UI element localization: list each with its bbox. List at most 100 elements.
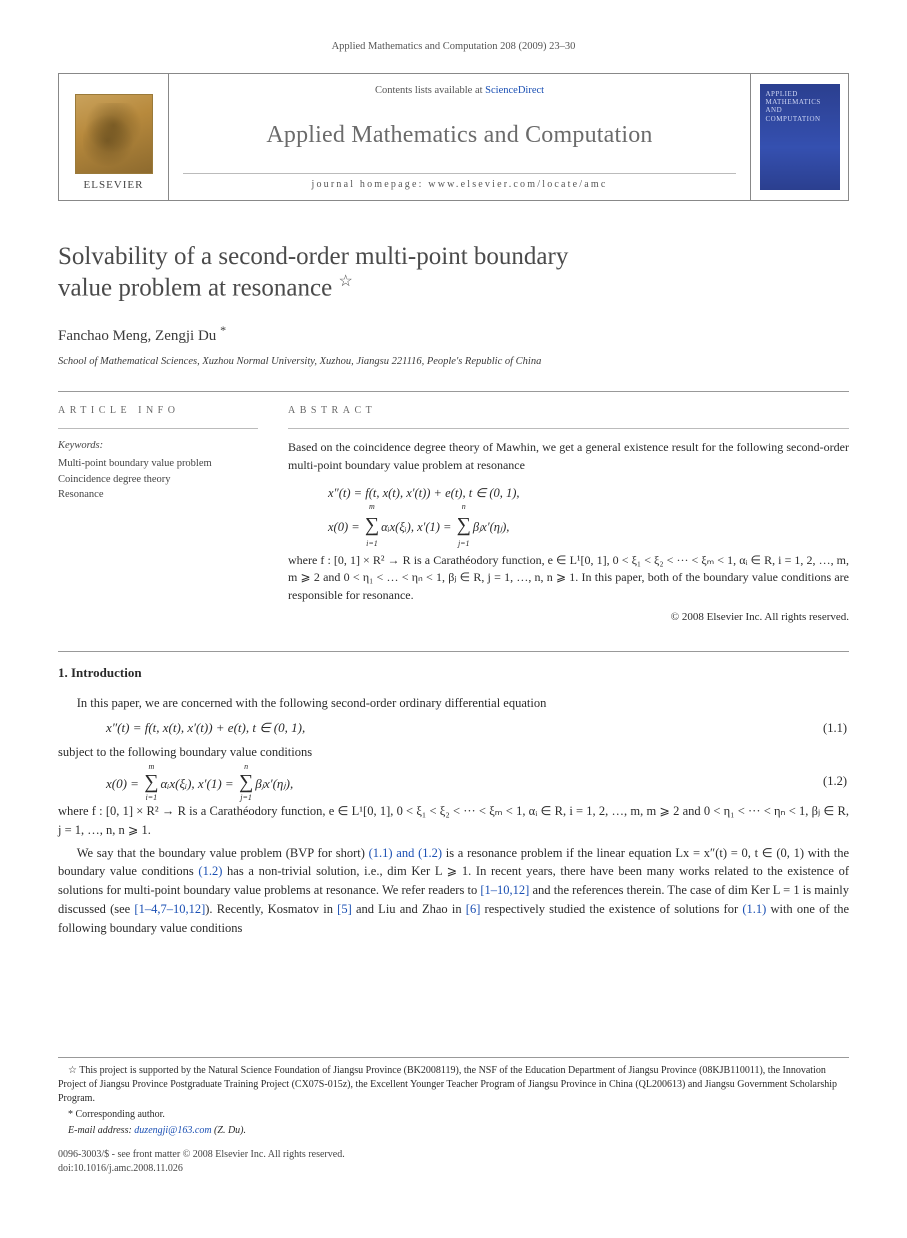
cover-line4: COMPUTATION [766,115,834,123]
ref-link-citation[interactable]: [1–4,7–10,12] [134,902,205,916]
keyword-item: Coincidence degree theory [58,472,258,488]
sigma-icon: n∑j=1 [239,768,253,796]
sum-bot: j=1 [240,792,252,803]
keyword-item: Resonance [58,487,258,503]
elsevier-tree-icon [75,94,153,174]
section-number: 1. [58,665,68,680]
ref-link-citation[interactable]: [5] [337,902,352,916]
ref-link-eq[interactable]: (1.1) and (1.2) [369,846,442,860]
eq-part: x(0) = [106,776,142,791]
keyword-item: Multi-point boundary value problem [58,456,258,472]
contents-line: Contents lists available at ScienceDirec… [183,84,736,99]
affiliation: School of Mathematical Sciences, Xuzhou … [58,355,849,370]
abstract-copyright: © 2008 Elsevier Inc. All rights reserved… [288,610,849,625]
email-link[interactable]: duzengji@163.com [134,1125,211,1136]
abstract-rule [288,428,849,429]
eq-body: x(0) = m∑i=1αᵢx(ξᵢ), x′(1) = n∑j=1βⱼx′(η… [58,768,823,796]
article-title: Solvability of a second-order multi-poin… [58,241,849,304]
info-rule [58,428,258,429]
email-suffix: (Z. Du). [212,1125,246,1136]
journal-name: Applied Mathematics and Computation [183,119,736,153]
sum-top: m [369,499,375,514]
eq-part: αᵢx(ξᵢ), x′(1) = [160,776,236,791]
masthead-center: Contents lists available at ScienceDirec… [169,74,750,200]
running-head: Applied Mathematics and Computation 208 … [58,40,849,55]
eq-number: (1.1) [823,720,849,738]
sum-bot: j=1 [458,536,470,551]
eq-part: βⱼx′(ηⱼ), [255,776,293,791]
publisher-logo-cell: ELSEVIER [59,74,169,200]
sciencedirect-link[interactable]: ScienceDirect [485,85,544,96]
sum-bot: i=1 [366,536,378,551]
author-names: Fanchao Meng, Zengji Du [58,328,216,344]
email-footnote: E-mail address: duzengji@163.com (Z. Du)… [58,1124,849,1138]
ref-link-eq[interactable]: (1.1) [742,902,766,916]
abstract-p2: where f : [0, 1] × R² → R is a Carathéod… [288,552,849,604]
cover-line2: MATHEMATICS [766,98,834,106]
abstract-eq2: x(0) = m∑i=1αᵢx(ξᵢ), x′(1) = n∑j=1βⱼx′(η… [328,506,849,544]
eq-part: x(0) = [328,520,363,534]
funding-footnote: ☆ This project is supported by the Natur… [58,1064,849,1106]
cover-line1: APPLIED [766,90,834,98]
corresponding-footnote: * Corresponding author. [58,1108,849,1122]
sigma-icon: n∑j=1 [457,506,471,544]
journal-homepage: journal homepage: www.elsevier.com/locat… [183,173,736,192]
authors: Fanchao Meng, Zengji Du * [58,322,849,347]
keywords-label: Keywords: [58,439,258,454]
email-label: E-mail address: [68,1125,134,1136]
eq-number: (1.2) [823,773,849,791]
corresponding-mark: * [220,323,226,337]
journal-cover-cell: APPLIED MATHEMATICS AND COMPUTATION [750,74,848,200]
intro-p3: where f : [0, 1] × R² → R is a Carathéod… [58,802,849,840]
ref-link-citation[interactable]: [6] [466,902,481,916]
article-info-column: article info Keywords: Multi-point bound… [58,404,258,625]
publisher-name: ELSEVIER [84,178,144,193]
footnote-star-icon: ☆ [338,273,352,290]
copyright-line2: doi:10.1016/j.amc.2008.11.026 [58,1162,849,1176]
keywords-list: Multi-point boundary value problem Coinc… [58,456,258,503]
journal-cover-thumbnail: APPLIED MATHEMATICS AND COMPUTATION [760,84,840,190]
intro-p1: In this paper, we are concerned with the… [58,694,849,713]
text-run: respectively studied the existence of so… [480,902,742,916]
article-info-heading: article info [58,404,258,418]
footnotes: ☆ This project is supported by the Natur… [58,1057,849,1176]
text-run: ). Recently, Kosmatov in [205,902,337,916]
sum-top: n [244,761,248,772]
abstract-heading: abstract [288,404,849,418]
star-icon: ☆ [68,1065,77,1076]
sigma-icon: m∑i=1 [365,506,379,544]
rule-top [58,391,849,392]
copyright-block: 0096-3003/$ - see front matter © 2008 El… [58,1148,849,1176]
section-1-heading: 1. Introduction [58,664,849,682]
abstract-p1: Based on the coincidence degree theory o… [288,439,849,474]
equation-1-1: x″(t) = f(t, x(t), x′(t)) + e(t), t ∈ (0… [58,719,849,737]
contents-prefix: Contents lists available at [375,85,485,96]
eq-part: βⱼx′(ηⱼ), [473,520,510,534]
rule-mid [58,651,849,652]
copyright-line1: 0096-3003/$ - see front matter © 2008 El… [58,1148,849,1162]
sum-top: m [148,761,154,772]
abstract-equations: x″(t) = f(t, x(t), x′(t)) + e(t), t ∈ (0… [328,482,849,544]
corr-mark: * [68,1109,73,1120]
sum-bot: i=1 [146,792,158,803]
abstract-column: abstract Based on the coincidence degree… [288,404,849,625]
equation-1-2: x(0) = m∑i=1αᵢx(ξᵢ), x′(1) = n∑j=1βⱼx′(η… [58,768,849,796]
sigma-icon: m∑i=1 [144,768,158,796]
text-run: We say that the boundary value problem (… [77,846,369,860]
eq-part: αᵢx(ξᵢ), x′(1) = [381,520,455,534]
ref-link-citation[interactable]: [1–10,12] [480,883,529,897]
title-line1: Solvability of a second-order multi-poin… [58,243,568,270]
eq-body: x″(t) = f(t, x(t), x′(t)) + e(t), t ∈ (0… [58,719,823,737]
ref-link-eq[interactable]: (1.2) [198,864,222,878]
cover-line3: AND [766,106,834,114]
corr-text: Corresponding author. [76,1109,165,1120]
info-abstract-row: article info Keywords: Multi-point bound… [58,404,849,625]
abstract-eq1: x″(t) = f(t, x(t), x′(t)) + e(t), t ∈ (0… [328,482,849,506]
section-title-text: Introduction [71,665,142,680]
intro-p2: subject to the following boundary value … [58,743,849,762]
text-run: and Liu and Zhao in [352,902,466,916]
journal-masthead: ELSEVIER Contents lists available at Sci… [58,73,849,201]
sum-top: n [462,499,466,514]
intro-p4: We say that the boundary value problem (… [58,844,849,938]
title-line2: value problem at resonance [58,274,332,301]
